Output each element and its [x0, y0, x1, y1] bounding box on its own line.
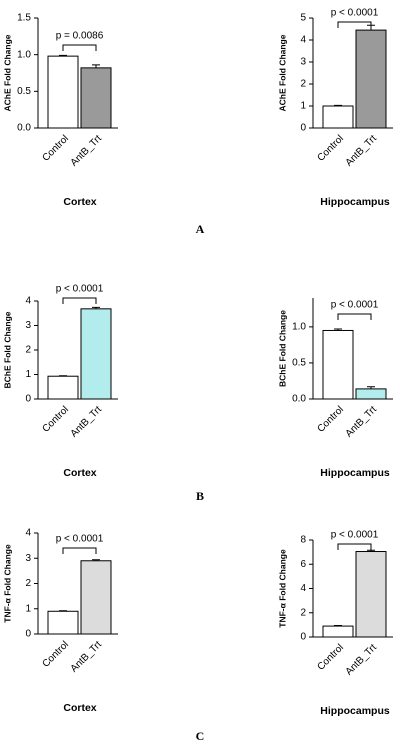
- bar: [355, 551, 387, 638]
- chart-title: Hippocampus: [320, 705, 390, 717]
- x-tick-label: Control: [315, 404, 346, 435]
- y-tick-label: 4: [300, 35, 306, 46]
- bar: [80, 67, 112, 129]
- chart-title: Hippocampus: [320, 196, 390, 208]
- x-tick-label: AntB_Trt: [344, 404, 380, 440]
- y-tick-label: 2: [25, 578, 31, 589]
- y-tick-label: 0: [300, 632, 306, 643]
- y-tick-label: 0.0: [292, 394, 306, 405]
- error-bar: [334, 328, 342, 331]
- error-bar: [92, 64, 100, 68]
- y-tick-label: 4: [25, 296, 31, 307]
- y-tick-label: 0.0: [17, 123, 31, 134]
- bar: [322, 625, 354, 638]
- bar: [47, 610, 79, 635]
- bar: [47, 55, 79, 129]
- bar: [322, 329, 354, 400]
- panel-label: C: [196, 729, 205, 743]
- y-tick-label: 1: [300, 101, 306, 112]
- error-bar: [59, 610, 67, 612]
- bar: [80, 560, 112, 635]
- error-bar: [92, 306, 100, 309]
- y-tick-label: 0.5: [292, 358, 306, 369]
- error-bar: [334, 104, 342, 106]
- bar: [355, 29, 387, 129]
- chart-title: Cortex: [63, 196, 96, 208]
- bar: [355, 388, 387, 400]
- x-tick-label: Control: [315, 642, 346, 673]
- error-bar: [92, 559, 100, 561]
- y-axis-label: BChE Fold Change: [277, 310, 287, 387]
- chart-title: Hippocampus: [320, 467, 390, 479]
- bracket: [337, 21, 372, 28]
- y-tick-label: 3: [25, 553, 31, 564]
- chart-title: Cortex: [63, 467, 96, 479]
- y-axis-label: TNF-α Fold Change: [2, 544, 12, 623]
- y-tick-label: 0: [25, 629, 31, 640]
- annotation: p < 0.0001: [56, 284, 104, 295]
- y-tick-label: 1.0: [292, 321, 306, 332]
- y-tick-label: 2: [300, 607, 306, 618]
- x-tick-label: AntB_Trt: [69, 404, 105, 440]
- chart-title: Cortex: [63, 702, 96, 714]
- error-bar: [367, 386, 375, 389]
- bracket: [337, 543, 372, 550]
- bracket: [337, 313, 372, 320]
- y-tick-label: 6: [300, 559, 306, 570]
- y-axis-label: TNF-α Fold Change: [277, 549, 287, 628]
- annotation: p < 0.0001: [56, 534, 104, 545]
- annotation: p < 0.0001: [331, 530, 379, 541]
- error-bar: [334, 624, 342, 627]
- y-axis-label: AChE Fold Change: [2, 34, 12, 111]
- x-tick-label: Control: [40, 404, 71, 435]
- bar: [322, 105, 354, 129]
- bar: [47, 375, 79, 400]
- annotation: p < 0.0001: [331, 8, 379, 19]
- y-tick-label: 4: [25, 528, 31, 539]
- y-tick-label: 2: [25, 345, 31, 356]
- x-tick-label: Control: [315, 133, 346, 164]
- bracket: [62, 297, 97, 304]
- error-bar: [367, 549, 375, 552]
- y-tick-label: 1.5: [17, 13, 31, 24]
- y-tick-label: 3: [25, 320, 31, 331]
- y-tick-label: 1: [25, 603, 31, 614]
- error-bar: [59, 54, 67, 57]
- y-tick-label: 3: [300, 57, 306, 68]
- y-tick-label: 0: [25, 394, 31, 405]
- panel-label: B: [196, 489, 204, 503]
- y-tick-label: 1.0: [17, 49, 31, 60]
- y-axis-label: AChE Fold Change: [277, 34, 287, 111]
- y-axis-label: BChE Fold Change: [2, 311, 12, 388]
- x-tick-label: Control: [40, 639, 71, 670]
- y-tick-label: 4: [300, 583, 306, 594]
- x-tick-label: AntB_Trt: [69, 639, 105, 675]
- x-tick-label: AntB_Trt: [69, 133, 105, 169]
- x-tick-label: Control: [40, 133, 71, 164]
- x-tick-label: AntB_Trt: [344, 133, 380, 169]
- y-tick-label: 5: [300, 13, 306, 24]
- bar: [80, 308, 112, 400]
- y-tick-label: 0: [300, 123, 306, 134]
- panel-label: A: [196, 222, 205, 236]
- bracket: [62, 44, 97, 51]
- annotation: p = 0.0086: [56, 31, 104, 42]
- y-tick-label: 8: [300, 535, 306, 546]
- x-tick-label: AntB_Trt: [344, 642, 380, 678]
- bracket: [62, 547, 97, 554]
- y-tick-label: 2: [300, 79, 306, 90]
- y-tick-label: 0.5: [17, 86, 31, 97]
- annotation: p < 0.0001: [331, 300, 379, 311]
- y-tick-label: 1: [25, 369, 31, 380]
